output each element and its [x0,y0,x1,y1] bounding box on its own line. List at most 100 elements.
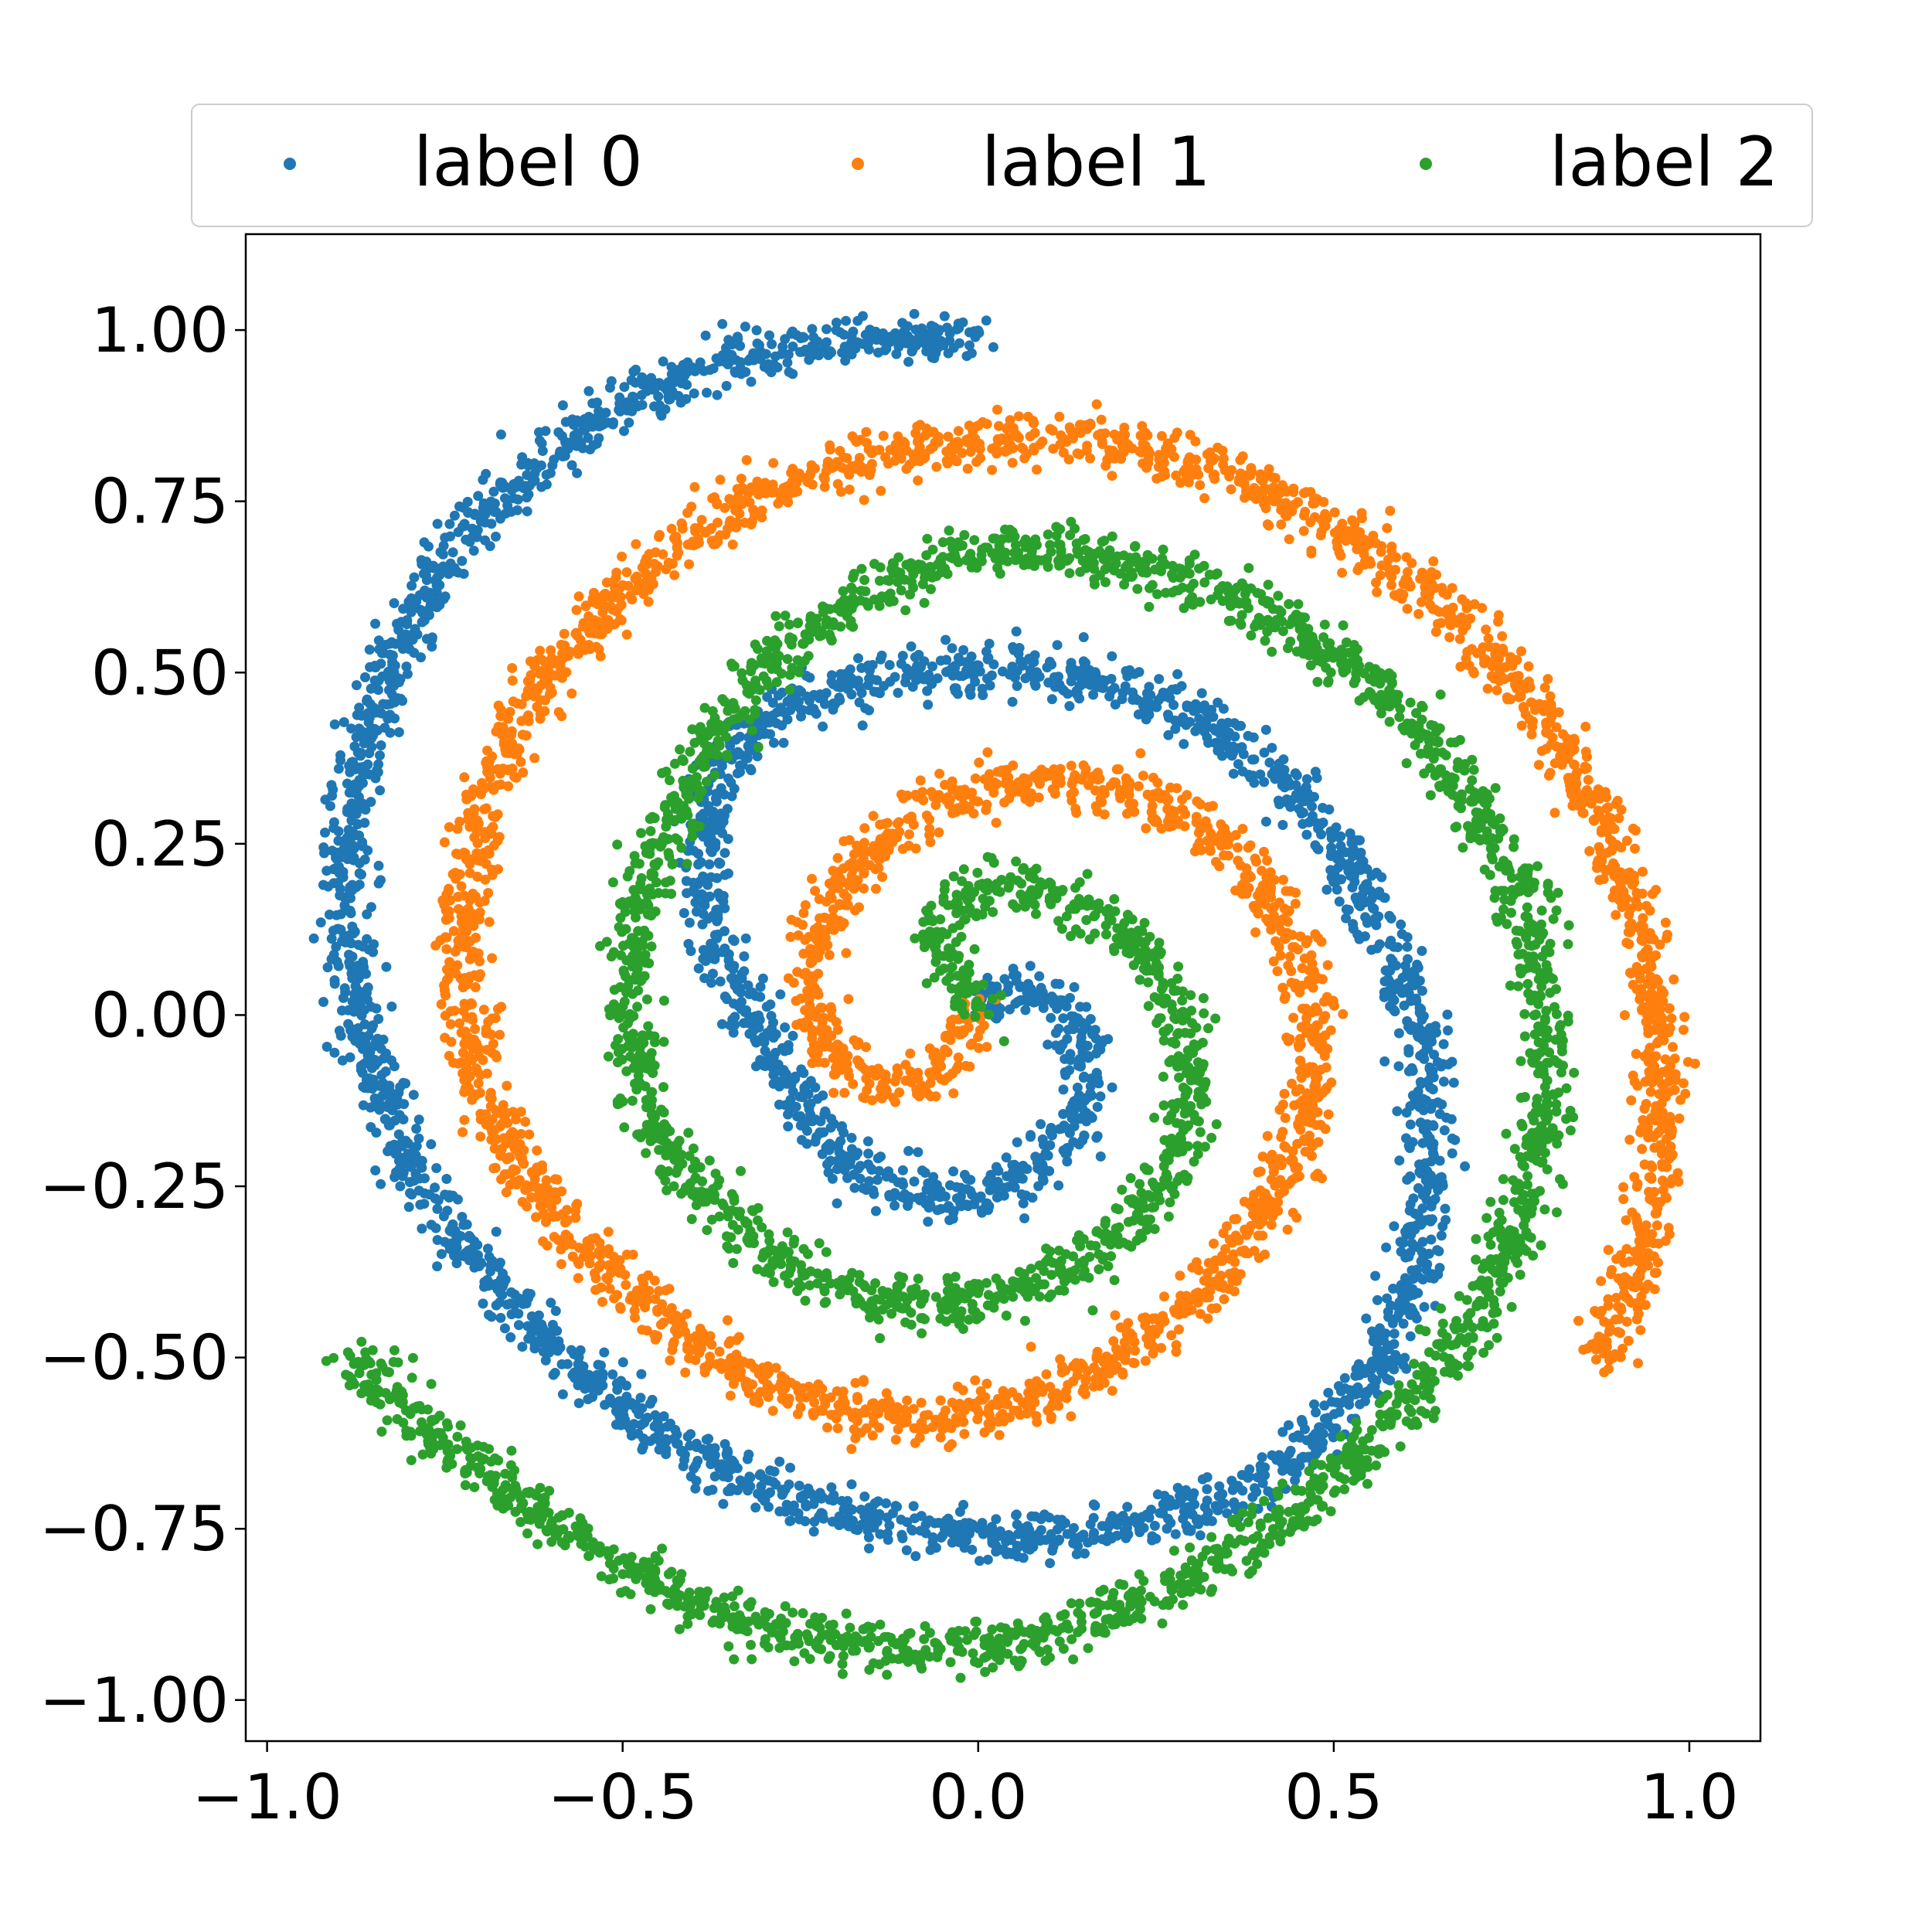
scatter-point [745,1481,756,1492]
scatter-point [892,1070,902,1081]
scatter-point [1192,1515,1202,1526]
scatter-point [690,1483,701,1494]
scatter-point [924,814,935,825]
scatter-point [872,687,883,697]
scatter-point [825,1495,835,1505]
scatter-point [940,1405,951,1416]
scatter-point [1379,893,1390,903]
scatter-point [783,1121,794,1132]
scatter-point [973,1032,984,1043]
scatter-point [485,1260,496,1271]
scatter-point [923,1216,934,1227]
scatter-point [1284,1420,1294,1430]
scatter-point [1332,884,1342,895]
scatter-point [1218,703,1229,714]
scatter-point [730,1012,740,1022]
scatter-point [1058,1145,1069,1156]
scatter-point [1033,1181,1044,1192]
scatter-point [636,1420,647,1430]
scatter-point [1403,1044,1414,1055]
scatter-point [1175,1291,1186,1301]
scatter-point [893,1177,903,1188]
scatter-point [879,818,889,829]
scatter-point [801,1080,812,1090]
scatter-point [1412,1264,1422,1275]
scatter-point [1259,846,1269,857]
scatter-point [1117,694,1128,705]
scatter-point [402,668,413,679]
scatter-point [831,1413,842,1423]
scatter-point [1322,960,1333,971]
scatter-point [864,673,874,684]
scatter-point [810,1082,821,1093]
scatter-point [370,1165,381,1175]
scatter-point [1379,1056,1390,1066]
scatter-point [1294,987,1305,998]
scatter-point [1366,1326,1377,1337]
scatter-point [1426,1103,1437,1114]
scatter-point [1248,1194,1259,1205]
scatter-point [629,1305,640,1316]
scatter-point [927,1422,938,1433]
scatter-point [347,996,358,1007]
scatter-point [1165,692,1175,703]
scatter-point [1115,793,1126,804]
scatter-point [1044,1165,1055,1176]
scatter-point [549,454,560,465]
scatter-point [709,1443,720,1454]
scatter-point [904,829,914,840]
scatter-point [994,1430,1005,1440]
scatter-point [1056,1515,1067,1526]
scatter-point [1367,903,1378,913]
scatter-point [1045,1140,1056,1151]
scatter-point [1194,713,1205,724]
scatter-point [867,1430,878,1441]
scatter-point [517,1342,528,1352]
scatter-point [393,624,404,635]
scatter-point [757,1489,768,1500]
scatter-point [1180,808,1191,819]
scatter-point [354,702,365,713]
scatter-point [777,720,787,731]
scatter-point [695,811,706,821]
scatter-point [1436,1230,1447,1241]
scatter-point [948,1166,959,1177]
scatter-point [1091,1132,1102,1143]
scatter-point [1033,792,1044,803]
scatter-point [1088,1499,1099,1510]
scatter-point [1316,829,1326,840]
scatter-point [1433,1097,1444,1107]
scatter-point [328,784,338,795]
scatter-point [657,1299,668,1310]
scatter-point [1426,1032,1437,1043]
scatter-point [960,1518,971,1529]
scatter-point [1270,917,1281,928]
scatter-point [444,519,455,529]
scatter-point [1016,1189,1027,1199]
scatter-point [597,1297,607,1308]
scatter-point [857,720,868,731]
scatter-point [495,513,505,524]
scatter-point [1062,1529,1073,1539]
scatter-point [906,1524,917,1535]
scatter-point [715,976,726,987]
scatter-point [807,1386,818,1397]
scatter-point [1354,1388,1365,1399]
scatter-point [594,433,604,444]
scatter-point [1385,965,1396,976]
scatter-point [746,765,757,776]
scatter-point [1213,697,1223,708]
scatter-point [592,397,603,408]
scatter-point [381,961,392,972]
scatter-point [983,1205,994,1216]
scatter-point [740,933,751,944]
scatter-point [461,534,471,545]
scatter-point [1069,981,1080,992]
scatter-point [915,775,926,786]
scatter-point [902,1395,913,1406]
scatter-point [1307,1151,1317,1162]
scatter-point [557,400,568,410]
scatter-point [386,699,396,709]
scatter-point [814,692,825,703]
scatter-point [373,675,384,686]
